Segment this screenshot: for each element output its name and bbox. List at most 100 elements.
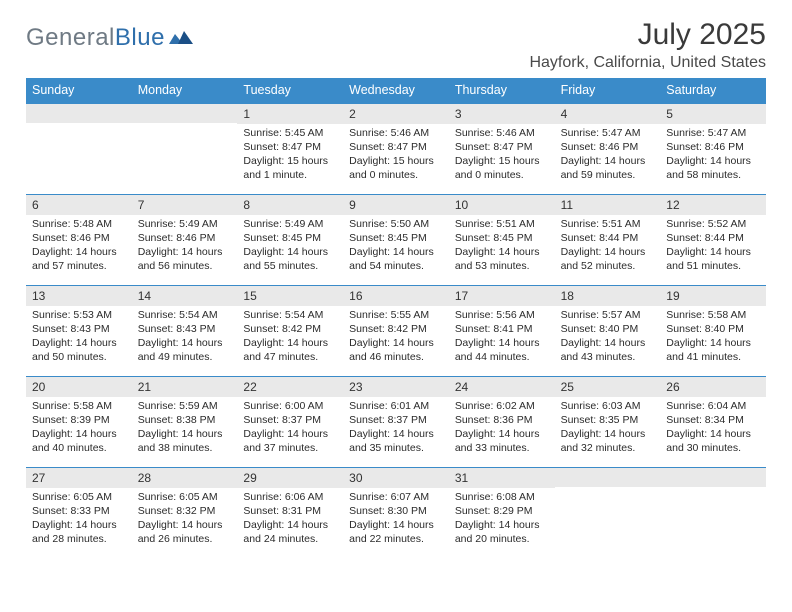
day-number xyxy=(555,468,661,487)
day-detail: Sunrise: 5:53 AMSunset: 8:43 PMDaylight:… xyxy=(26,306,132,368)
day-detail: Sunrise: 6:06 AMSunset: 8:31 PMDaylight:… xyxy=(237,488,343,550)
day-number: 9 xyxy=(343,195,449,215)
day-number: 5 xyxy=(660,104,766,124)
calendar-day-cell: 1Sunrise: 5:45 AMSunset: 8:47 PMDaylight… xyxy=(237,104,343,194)
calendar-day-cell: 3Sunrise: 5:46 AMSunset: 8:47 PMDaylight… xyxy=(449,104,555,194)
calendar-day-cell: 6Sunrise: 5:48 AMSunset: 8:46 PMDaylight… xyxy=(26,195,132,285)
day-number: 8 xyxy=(237,195,343,215)
day-detail: Sunrise: 5:49 AMSunset: 8:46 PMDaylight:… xyxy=(132,215,238,277)
calendar-day-cell: 24Sunrise: 6:02 AMSunset: 8:36 PMDayligh… xyxy=(449,377,555,467)
calendar-day-cell: 18Sunrise: 5:57 AMSunset: 8:40 PMDayligh… xyxy=(555,286,661,376)
calendar-week-row: 20Sunrise: 5:58 AMSunset: 8:39 PMDayligh… xyxy=(26,376,766,467)
day-detail: Sunrise: 5:58 AMSunset: 8:39 PMDaylight:… xyxy=(26,397,132,459)
calendar-day-cell: 8Sunrise: 5:49 AMSunset: 8:45 PMDaylight… xyxy=(237,195,343,285)
day-number: 6 xyxy=(26,195,132,215)
day-detail: Sunrise: 6:00 AMSunset: 8:37 PMDaylight:… xyxy=(237,397,343,459)
day-number: 1 xyxy=(237,104,343,124)
day-number: 10 xyxy=(449,195,555,215)
day-number: 15 xyxy=(237,286,343,306)
day-number: 16 xyxy=(343,286,449,306)
day-detail: Sunrise: 6:04 AMSunset: 8:34 PMDaylight:… xyxy=(660,397,766,459)
weekday-header: Sunday xyxy=(26,78,132,103)
calendar-day-cell: 4Sunrise: 5:47 AMSunset: 8:46 PMDaylight… xyxy=(555,104,661,194)
day-number: 25 xyxy=(555,377,661,397)
logo-text-1: General xyxy=(26,24,115,52)
day-number: 3 xyxy=(449,104,555,124)
calendar-week-row: 6Sunrise: 5:48 AMSunset: 8:46 PMDaylight… xyxy=(26,194,766,285)
calendar-day-cell: 27Sunrise: 6:05 AMSunset: 8:33 PMDayligh… xyxy=(26,468,132,558)
weekday-header: Wednesday xyxy=(343,78,449,103)
day-detail: Sunrise: 5:54 AMSunset: 8:42 PMDaylight:… xyxy=(237,306,343,368)
calendar-week-row: 13Sunrise: 5:53 AMSunset: 8:43 PMDayligh… xyxy=(26,285,766,376)
weekday-header: Saturday xyxy=(660,78,766,103)
calendar-day-cell: 10Sunrise: 5:51 AMSunset: 8:45 PMDayligh… xyxy=(449,195,555,285)
day-detail: Sunrise: 6:02 AMSunset: 8:36 PMDaylight:… xyxy=(449,397,555,459)
calendar-day-cell: 22Sunrise: 6:00 AMSunset: 8:37 PMDayligh… xyxy=(237,377,343,467)
logo-flag-icon xyxy=(169,28,195,48)
calendar-day-cell: 15Sunrise: 5:54 AMSunset: 8:42 PMDayligh… xyxy=(237,286,343,376)
day-detail: Sunrise: 5:46 AMSunset: 8:47 PMDaylight:… xyxy=(449,124,555,186)
day-detail: Sunrise: 5:51 AMSunset: 8:44 PMDaylight:… xyxy=(555,215,661,277)
weekday-header: Friday xyxy=(555,78,661,103)
logo: GeneralBlue xyxy=(26,18,195,52)
day-detail: Sunrise: 6:05 AMSunset: 8:32 PMDaylight:… xyxy=(132,488,238,550)
day-number: 11 xyxy=(555,195,661,215)
day-detail: Sunrise: 5:54 AMSunset: 8:43 PMDaylight:… xyxy=(132,306,238,368)
calendar-day-cell: 7Sunrise: 5:49 AMSunset: 8:46 PMDaylight… xyxy=(132,195,238,285)
day-detail: Sunrise: 6:07 AMSunset: 8:30 PMDaylight:… xyxy=(343,488,449,550)
calendar-day-cell: 31Sunrise: 6:08 AMSunset: 8:29 PMDayligh… xyxy=(449,468,555,558)
weekday-header: Thursday xyxy=(449,78,555,103)
calendar-day-cell: 25Sunrise: 6:03 AMSunset: 8:35 PMDayligh… xyxy=(555,377,661,467)
day-detail: Sunrise: 5:45 AMSunset: 8:47 PMDaylight:… xyxy=(237,124,343,186)
day-detail: Sunrise: 5:51 AMSunset: 8:45 PMDaylight:… xyxy=(449,215,555,277)
calendar-week-row: 27Sunrise: 6:05 AMSunset: 8:33 PMDayligh… xyxy=(26,467,766,558)
day-number: 31 xyxy=(449,468,555,488)
calendar-day-cell: 11Sunrise: 5:51 AMSunset: 8:44 PMDayligh… xyxy=(555,195,661,285)
header: GeneralBlue July 2025 Hayfork, Californi… xyxy=(26,18,766,72)
weekday-header-row: SundayMondayTuesdayWednesdayThursdayFrid… xyxy=(26,78,766,103)
day-number: 4 xyxy=(555,104,661,124)
day-number: 20 xyxy=(26,377,132,397)
day-number: 29 xyxy=(237,468,343,488)
calendar-day-cell: 20Sunrise: 5:58 AMSunset: 8:39 PMDayligh… xyxy=(26,377,132,467)
day-detail: Sunrise: 5:47 AMSunset: 8:46 PMDaylight:… xyxy=(660,124,766,186)
day-number xyxy=(132,104,238,123)
calendar-day-cell: 12Sunrise: 5:52 AMSunset: 8:44 PMDayligh… xyxy=(660,195,766,285)
calendar-day-cell: 30Sunrise: 6:07 AMSunset: 8:30 PMDayligh… xyxy=(343,468,449,558)
calendar-empty-cell xyxy=(660,468,766,558)
day-detail: Sunrise: 5:50 AMSunset: 8:45 PMDaylight:… xyxy=(343,215,449,277)
calendar-day-cell: 26Sunrise: 6:04 AMSunset: 8:34 PMDayligh… xyxy=(660,377,766,467)
calendar-day-cell: 28Sunrise: 6:05 AMSunset: 8:32 PMDayligh… xyxy=(132,468,238,558)
page-title: July 2025 xyxy=(529,18,766,52)
calendar-day-cell: 5Sunrise: 5:47 AMSunset: 8:46 PMDaylight… xyxy=(660,104,766,194)
day-detail: Sunrise: 5:59 AMSunset: 8:38 PMDaylight:… xyxy=(132,397,238,459)
calendar-day-cell: 14Sunrise: 5:54 AMSunset: 8:43 PMDayligh… xyxy=(132,286,238,376)
calendar-week-row: 1Sunrise: 5:45 AMSunset: 8:47 PMDaylight… xyxy=(26,103,766,194)
calendar-day-cell: 9Sunrise: 5:50 AMSunset: 8:45 PMDaylight… xyxy=(343,195,449,285)
day-detail: Sunrise: 5:55 AMSunset: 8:42 PMDaylight:… xyxy=(343,306,449,368)
day-detail: Sunrise: 5:47 AMSunset: 8:46 PMDaylight:… xyxy=(555,124,661,186)
day-number: 2 xyxy=(343,104,449,124)
weekday-header: Monday xyxy=(132,78,238,103)
calendar-empty-cell xyxy=(555,468,661,558)
day-number: 23 xyxy=(343,377,449,397)
day-detail: Sunrise: 5:52 AMSunset: 8:44 PMDaylight:… xyxy=(660,215,766,277)
day-number: 14 xyxy=(132,286,238,306)
day-detail: Sunrise: 6:05 AMSunset: 8:33 PMDaylight:… xyxy=(26,488,132,550)
calendar-day-cell: 29Sunrise: 6:06 AMSunset: 8:31 PMDayligh… xyxy=(237,468,343,558)
calendar-day-cell: 17Sunrise: 5:56 AMSunset: 8:41 PMDayligh… xyxy=(449,286,555,376)
calendar-day-cell: 2Sunrise: 5:46 AMSunset: 8:47 PMDaylight… xyxy=(343,104,449,194)
calendar-day-cell: 21Sunrise: 5:59 AMSunset: 8:38 PMDayligh… xyxy=(132,377,238,467)
day-number: 22 xyxy=(237,377,343,397)
day-number: 27 xyxy=(26,468,132,488)
day-number: 12 xyxy=(660,195,766,215)
weekday-header: Tuesday xyxy=(237,78,343,103)
day-number: 17 xyxy=(449,286,555,306)
day-number: 21 xyxy=(132,377,238,397)
calendar-day-cell: 16Sunrise: 5:55 AMSunset: 8:42 PMDayligh… xyxy=(343,286,449,376)
day-number xyxy=(660,468,766,487)
day-number: 26 xyxy=(660,377,766,397)
day-detail: Sunrise: 5:49 AMSunset: 8:45 PMDaylight:… xyxy=(237,215,343,277)
day-detail: Sunrise: 6:03 AMSunset: 8:35 PMDaylight:… xyxy=(555,397,661,459)
day-number: 7 xyxy=(132,195,238,215)
